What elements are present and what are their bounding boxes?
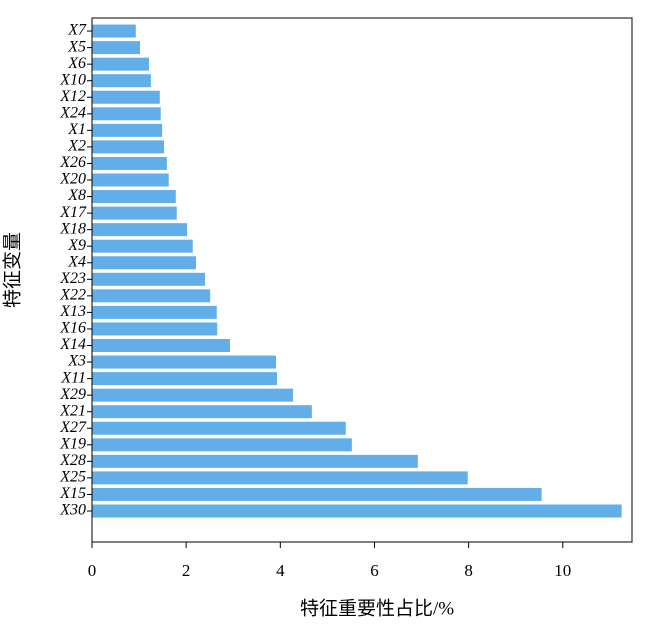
y-tick-label: X2 (67, 138, 86, 155)
y-tick-label: X27 (59, 419, 87, 436)
y-tick-label: X12 (59, 88, 86, 105)
x-axis-title: 特征重要性占比/% (300, 597, 454, 619)
bar (92, 322, 218, 336)
y-tick-label: X22 (59, 287, 86, 304)
y-tick-label: X8 (67, 187, 86, 204)
bar (92, 487, 542, 501)
bar (92, 289, 211, 303)
bar (92, 190, 176, 204)
y-tick-label: X24 (59, 104, 86, 121)
y-tick-label: X19 (59, 435, 86, 452)
bar (92, 405, 312, 419)
bar (92, 24, 136, 38)
y-tick-label: X13 (59, 303, 86, 320)
bar (92, 438, 352, 452)
x-tick-label: 0 (88, 561, 97, 580)
bar (92, 206, 177, 220)
y-axis-title: 特征变量 (1, 232, 23, 308)
y-tick-label: X1 (67, 121, 86, 138)
y-tick-label: X30 (59, 502, 86, 519)
bar (92, 140, 165, 154)
x-tick-label: 2 (182, 561, 191, 580)
plot-frame (91, 17, 633, 543)
y-tick-label: X3 (67, 353, 86, 370)
y-tick-label: X15 (59, 485, 86, 502)
x-tick-label: 10 (554, 561, 571, 580)
y-tick-label: X25 (59, 469, 86, 486)
y-tick-label: X28 (59, 452, 86, 469)
x-tick-label: 8 (464, 561, 473, 580)
bar (92, 90, 160, 104)
y-tick-label: X23 (59, 270, 86, 287)
y-tick-label: X26 (59, 154, 86, 171)
bar (92, 74, 151, 88)
bar (92, 339, 230, 352)
bar (92, 305, 217, 319)
bar (92, 504, 622, 518)
bar (92, 173, 169, 187)
y-tick-label: X16 (59, 320, 86, 337)
bar (92, 223, 188, 237)
bar (92, 471, 468, 485)
y-tick-label: X17 (59, 204, 87, 221)
y-tick-label: X9 (67, 237, 86, 254)
y-tick-label: X4 (67, 253, 86, 270)
bar (92, 156, 167, 170)
y-tick-label: X7 (67, 22, 87, 39)
x-tick-label: 4 (276, 561, 285, 580)
y-tick-label: X18 (59, 220, 86, 237)
bar (92, 256, 197, 270)
x-tick-label: 6 (370, 561, 379, 580)
y-tick-label: X5 (67, 38, 86, 55)
bar (92, 421, 346, 435)
y-tick-label: X10 (59, 71, 86, 88)
bar (92, 372, 278, 386)
bar (92, 239, 193, 253)
y-tick-label: X14 (59, 336, 86, 353)
bar (92, 355, 277, 369)
bar (92, 272, 205, 286)
y-tick-label: X21 (59, 402, 86, 419)
y-tick-label: X6 (67, 55, 86, 72)
bar (92, 454, 418, 468)
y-tick-label: X29 (59, 386, 86, 403)
bar (92, 388, 294, 402)
y-tick-label: X20 (59, 171, 86, 188)
bar (92, 57, 149, 71)
bar (92, 107, 161, 121)
bar (92, 123, 163, 137)
bar (92, 41, 141, 55)
y-tick-label: X11 (60, 369, 86, 386)
